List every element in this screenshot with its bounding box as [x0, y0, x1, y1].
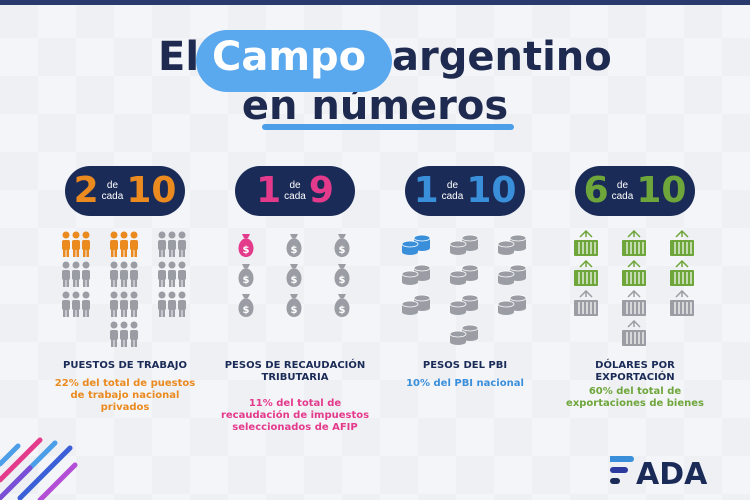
svg-text:$: $ [339, 245, 346, 256]
stat-description: 22% del total de puestos de trabajo naci… [54, 378, 196, 413]
page-title: El Campo argentino en números [0, 30, 750, 128]
cargo-container-icon [670, 230, 694, 256]
top-bar [0, 0, 750, 5]
person-group-icon [158, 261, 186, 287]
person-group-icon [62, 291, 90, 317]
coin-stack-icon [401, 264, 431, 285]
svg-text:$: $ [291, 275, 298, 286]
ratio-denominator: 9 [308, 170, 334, 211]
cargo-container-icon [622, 260, 646, 286]
ratio-badge: 1 de cada 9 [235, 166, 355, 216]
ratio-numerator: 6 [583, 170, 609, 211]
money-bag-icon: $ [238, 264, 254, 287]
logo-text: ADA [636, 457, 708, 488]
ratio-de: de [446, 180, 459, 191]
title-word-el: El [158, 34, 200, 80]
title-word-argentino: argentino [392, 34, 612, 80]
title-line-2: en números [241, 83, 509, 129]
ratio-badge: 1 de cada 10 [405, 166, 525, 216]
ratio-de: de [616, 180, 629, 191]
svg-text:$: $ [243, 245, 250, 256]
money-bag-icon: $ [334, 294, 350, 317]
ratio-connector: de cada [102, 180, 124, 202]
stat-description: 10% del PBI nacional [406, 378, 524, 389]
cargo-container-icon [574, 260, 598, 286]
svg-text:$: $ [243, 275, 250, 286]
person-group-icon [62, 261, 90, 287]
stat-label: PESOS DEL PBI [422, 360, 508, 371]
ratio-cada: cada [611, 191, 634, 202]
money-bag-icon: $ [286, 264, 302, 287]
person-group-icon [110, 291, 138, 317]
ratio-denominator: 10 [126, 170, 177, 211]
coin-stack-icon [401, 234, 431, 255]
stat-column-jobs: 2 de cada 10 PUESTOS DE TRABAJO 22% del … [50, 166, 200, 413]
svg-text:$: $ [339, 305, 346, 316]
coin-stack-icon [449, 324, 479, 345]
coin-stack-icon [449, 234, 479, 255]
title-underline [262, 124, 514, 130]
ratio-connector: de cada [442, 180, 464, 202]
person-group-icon [62, 231, 90, 257]
cargo-container-icon [622, 290, 646, 316]
cargo-container-icon [670, 260, 694, 286]
stat-column-exports: 6 de cada 10 DÓLARES POR EXPORTACIÓN 60%… [560, 166, 710, 409]
money-bag-icon: $ [238, 294, 254, 317]
title-line-1: El Campo argentino [0, 30, 750, 92]
stat-column-gdp: 1 de cada 10 PESOS DEL PBI 10% del PBI n… [390, 166, 540, 389]
ratio-denominator: 10 [636, 170, 687, 211]
cargo-container-icon [622, 320, 646, 346]
person-group-icon [158, 231, 186, 257]
svg-text:$: $ [243, 305, 250, 316]
svg-text:$: $ [291, 245, 298, 256]
coin-stack-icon [449, 264, 479, 285]
title-highlight-pill [196, 30, 392, 92]
ratio-de: de [106, 180, 119, 191]
person-group-icon [110, 231, 138, 257]
coin-stack-icon [497, 294, 527, 315]
fada-logo: ADA [610, 456, 708, 488]
ratio-badge: 2 de cada 10 [65, 166, 185, 216]
cargo-container-icon [574, 290, 598, 316]
stat-label: DÓLARES POR EXPORTACIÓN [595, 360, 675, 383]
ratio-numerator: 1 [256, 170, 282, 211]
stat-label: PUESTOS DE TRABAJO [63, 360, 187, 371]
money-bag-icon: $ [238, 234, 254, 257]
money-bag-icon: $ [286, 294, 302, 317]
ratio-connector: de cada [612, 180, 634, 202]
money-bag-icon: $ [286, 234, 302, 257]
title-word-campo: Campo [212, 34, 367, 80]
ratio-numerator: 1 [413, 170, 439, 211]
svg-text:$: $ [339, 275, 346, 286]
ratio-de: de [289, 180, 301, 191]
ratio-badge: 6 de cada 10 [575, 166, 695, 216]
ratio-numerator: 2 [73, 170, 99, 211]
ratio-connector: de cada [284, 180, 306, 202]
money-bag-icon: $ [334, 234, 350, 257]
stat-label: PESOS DE RECAUDACIÓN TRIBUTARIA [224, 360, 366, 383]
coin-stack-icon [449, 294, 479, 315]
stat-column-tax: 1 de cada 9 $ $ $ $ $ $ $ $ $ PESOS DE R… [220, 166, 370, 433]
ratio-cada: cada [101, 191, 124, 202]
money-bag-icon: $ [334, 264, 350, 287]
coin-stack-icon [401, 294, 431, 315]
ratio-denominator: 10 [466, 170, 517, 211]
ratio-cada: cada [284, 191, 306, 202]
person-group-icon [110, 261, 138, 287]
person-group-icon [158, 291, 186, 317]
svg-text:$: $ [291, 305, 298, 316]
stat-description: 60% del total de exportaciones de bienes [566, 386, 704, 409]
coin-stack-icon [497, 264, 527, 285]
coin-stack-icon [497, 234, 527, 255]
stat-description: 11% del total de recaudación de impuesto… [220, 398, 370, 433]
cargo-container-icon [622, 230, 646, 256]
person-group-icon [110, 321, 138, 347]
ratio-cada: cada [441, 191, 464, 202]
decorative-streaks [0, 437, 78, 500]
cargo-container-icon [670, 290, 694, 316]
logo-f-mark-icon [610, 456, 634, 484]
cargo-container-icon [574, 230, 598, 256]
